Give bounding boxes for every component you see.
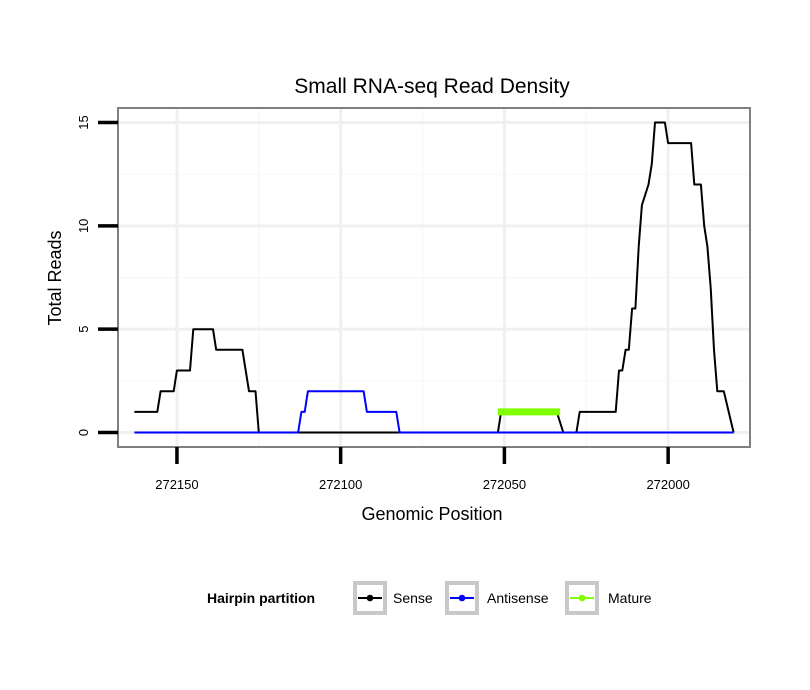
legend-key-point — [366, 594, 374, 602]
legend: Hairpin partition Sense Antisense Mature — [207, 581, 652, 615]
y-tick-label: 0 — [76, 429, 91, 436]
x-axis: 272150 272100 272050 272000 — [155, 447, 690, 492]
legend-key-point — [578, 594, 586, 602]
x-tick-label: 272100 — [319, 477, 362, 492]
y-tick-label: 10 — [76, 219, 91, 233]
grid-lines — [118, 108, 750, 447]
x-tick-label: 272150 — [155, 477, 198, 492]
chart-title: Small RNA-seq Read Density — [294, 75, 570, 98]
y-tick-label: 15 — [76, 115, 91, 129]
y-axis: 0 5 10 15 — [76, 115, 118, 436]
series-line-sense — [134, 121, 735, 434]
series-lines — [134, 121, 735, 434]
legend-label: Sense — [393, 590, 433, 606]
legend-entry-antisense: Antisense — [445, 581, 549, 615]
legend-entry-sense: Sense — [353, 581, 433, 615]
legend-label: Antisense — [487, 590, 549, 606]
legend-entry-mature: Mature — [565, 581, 652, 615]
x-axis-label: Genomic Position — [361, 504, 502, 524]
legend-label: Mature — [608, 590, 652, 606]
series-line-antisense — [134, 390, 734, 434]
x-tick-label: 272050 — [483, 477, 526, 492]
x-tick-label: 272000 — [646, 477, 689, 492]
legend-key-point — [458, 594, 466, 602]
legend-title: Hairpin partition — [207, 590, 315, 606]
y-tick-label: 5 — [76, 326, 91, 333]
y-axis-label: Total Reads — [45, 230, 65, 325]
plot-panel-border — [117, 107, 751, 448]
